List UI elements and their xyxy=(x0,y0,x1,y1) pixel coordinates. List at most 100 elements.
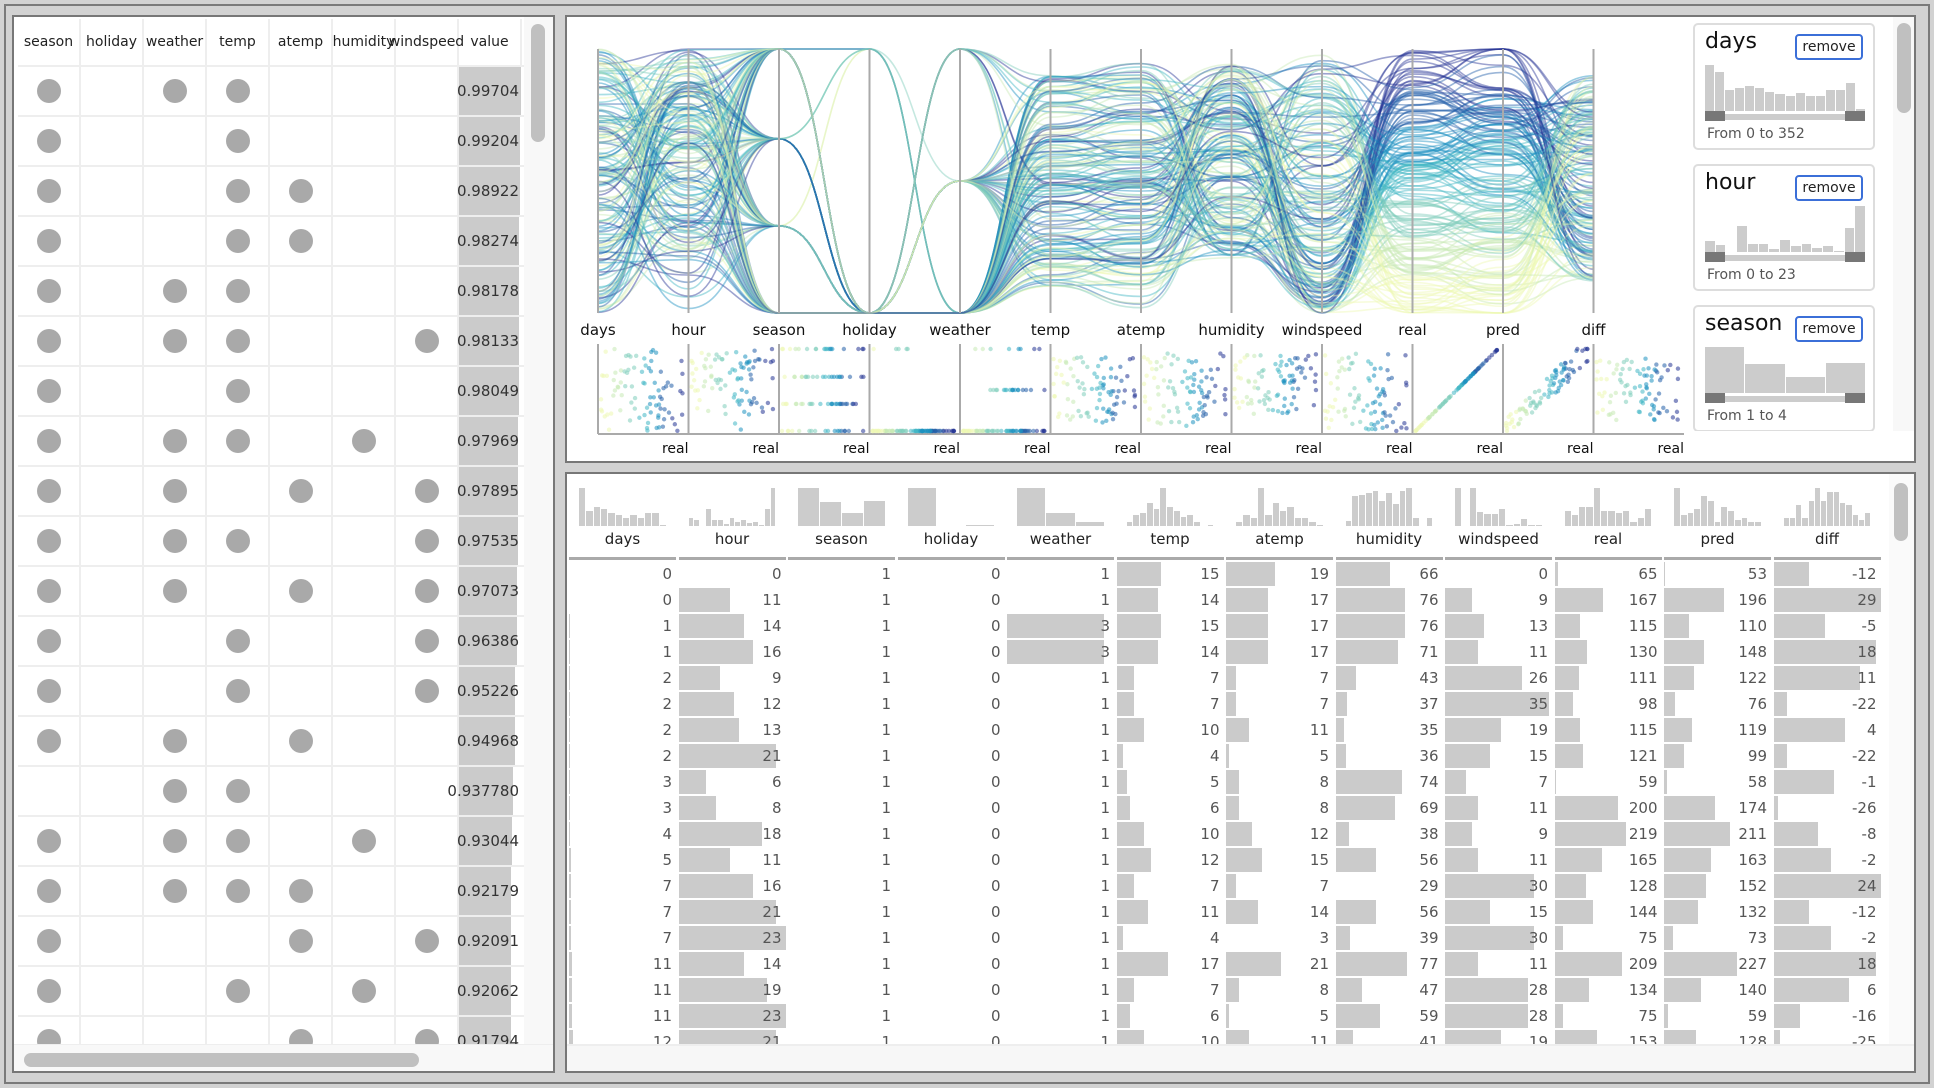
table-row[interactable]: 0.98178 xyxy=(18,265,524,315)
column-header-value[interactable]: value xyxy=(459,19,522,65)
column-header-humidity[interactable]: humidity xyxy=(333,19,396,65)
scrollbar-thumb[interactable] xyxy=(24,1053,419,1067)
vertical-scrollbar[interactable] xyxy=(1889,474,1914,1044)
range-handle-max[interactable] xyxy=(1845,111,1865,121)
range-handle-max[interactable] xyxy=(1845,393,1865,403)
table-row[interactable]: 11 23 1 0 1 6 5 59 28 75 59 -16 xyxy=(569,1004,1885,1030)
column-header-holiday[interactable]: holiday xyxy=(81,19,144,65)
column-header-windspeed[interactable]: windspeed xyxy=(1445,474,1552,560)
range-handle-min[interactable] xyxy=(1705,111,1725,121)
range-slider-track[interactable] xyxy=(1705,255,1865,261)
column-header-holiday[interactable]: holiday xyxy=(897,474,1005,560)
table-row[interactable]: 0.92091 xyxy=(18,915,524,965)
table-row[interactable]: 0.937780 xyxy=(18,765,524,815)
column-header-temp[interactable]: temp xyxy=(1116,474,1224,560)
table-row[interactable]: 11 19 1 0 1 7 8 47 28 134 140 6 xyxy=(569,978,1885,1004)
score-value: 0.91794 xyxy=(456,1032,519,1044)
remove-filter-button[interactable]: remove xyxy=(1795,175,1863,201)
scatter-point xyxy=(1065,396,1071,402)
table-row[interactable]: 7 16 1 0 1 7 7 29 30 128 152 24 xyxy=(569,874,1885,900)
table-row[interactable]: 2 12 1 0 1 7 7 37 35 98 76 -22 xyxy=(569,692,1885,718)
range-slider-track[interactable] xyxy=(1705,396,1865,402)
record-line xyxy=(597,48,1594,314)
table-row[interactable]: 0 11 1 0 1 14 17 76 9 167 196 29 xyxy=(569,588,1885,614)
range-handle-min[interactable] xyxy=(1705,393,1725,403)
histogram-bar xyxy=(1852,515,1858,526)
remove-filter-button[interactable]: remove xyxy=(1795,316,1863,342)
column-header-atemp[interactable]: atemp xyxy=(1226,474,1333,560)
table-row[interactable]: 3 6 1 0 1 5 8 74 7 59 58 -1 xyxy=(569,770,1885,796)
column-header-weather[interactable]: weather xyxy=(144,19,207,65)
table-row[interactable]: 2 9 1 0 1 7 7 43 26 111 122 11 xyxy=(569,666,1885,692)
column-header-windspeed[interactable]: windspeed xyxy=(389,19,464,65)
filter-scrollbar[interactable] xyxy=(1893,17,1914,431)
table-row[interactable]: 12 21 1 0 1 10 11 41 19 153 128 -25 xyxy=(569,1030,1885,1044)
range-handle-max[interactable] xyxy=(1845,252,1865,262)
column-header-real[interactable]: real xyxy=(1554,474,1662,560)
scrollbar-thumb[interactable] xyxy=(1894,483,1908,541)
column-header-days[interactable]: days xyxy=(569,474,676,560)
scatter-point xyxy=(619,393,624,398)
scatter-point xyxy=(1654,362,1659,367)
cell-season: 1 xyxy=(788,978,895,1002)
scatter-point xyxy=(789,428,795,434)
column-header-season[interactable]: season xyxy=(18,19,81,65)
column-header-season[interactable]: season xyxy=(788,474,895,560)
column-header-hour[interactable]: hour xyxy=(678,474,786,560)
table-row[interactable]: 0.98133 xyxy=(18,315,524,365)
column-header-atemp[interactable]: atemp xyxy=(270,19,333,65)
scatter-point xyxy=(691,378,697,383)
table-row[interactable]: 0.98922 xyxy=(18,165,524,215)
range-handle-min[interactable] xyxy=(1705,252,1725,262)
table-row[interactable]: 0.99704 xyxy=(18,65,524,115)
vertical-scrollbar[interactable] xyxy=(524,17,553,1044)
table-row[interactable]: 0.91794 xyxy=(18,1015,524,1044)
cell-temp: 14 xyxy=(1116,640,1224,664)
value-bar xyxy=(1116,770,1127,794)
table-row[interactable]: 0.98049 xyxy=(18,365,524,415)
value-bar xyxy=(1226,640,1269,664)
column-header-temp[interactable]: temp xyxy=(207,19,270,65)
table-row[interactable]: 0 0 1 0 1 15 19 66 0 65 53 -12 xyxy=(569,562,1885,588)
table-row[interactable]: 1 16 1 0 3 14 17 71 11 130 148 18 xyxy=(569,640,1885,666)
scatter-point xyxy=(703,366,708,371)
table-row[interactable]: 7 21 1 0 1 11 14 56 15 144 132 -12 xyxy=(569,900,1885,926)
parallel-coordinates-plot[interactable]: days hour season holiday weather temp atemp hum… xyxy=(567,17,1692,463)
table-row[interactable]: 3 8 1 0 1 6 8 69 11 200 174 -26 xyxy=(569,796,1885,822)
column-header-weather[interactable]: weather xyxy=(1007,474,1114,560)
cell-season: 1 xyxy=(788,822,895,846)
table-row[interactable]: 0.95226 xyxy=(18,665,524,715)
remove-filter-button[interactable]: remove xyxy=(1795,34,1863,60)
table-row[interactable]: 0.92062 xyxy=(18,965,524,1015)
parallel-coordinates-panel: days hour season holiday weather temp atemp hum… xyxy=(565,15,1916,463)
cell-value: 1 xyxy=(1100,669,1110,687)
scatter-point xyxy=(1194,413,1199,418)
horizontal-scrollbar[interactable] xyxy=(14,1044,553,1071)
scatter-point xyxy=(999,428,1004,434)
table-row[interactable]: 0.98274 xyxy=(18,215,524,265)
table-row[interactable]: 7 23 1 0 1 4 3 39 30 75 73 -2 xyxy=(569,926,1885,952)
cell-weather: 1 xyxy=(1007,978,1114,1002)
table-row[interactable]: 0.96386 xyxy=(18,615,524,665)
table-row[interactable]: 0.93044 xyxy=(18,815,524,865)
table-row[interactable]: 5 11 1 0 1 12 15 56 11 165 163 -2 xyxy=(569,848,1885,874)
table-row[interactable]: 0.94968 xyxy=(18,715,524,765)
table-row[interactable]: 0.97969 xyxy=(18,415,524,465)
table-row[interactable]: 0.97535 xyxy=(18,515,524,565)
scrollbar-thumb[interactable] xyxy=(531,24,545,142)
column-header-humidity[interactable]: humidity xyxy=(1335,474,1443,560)
table-row[interactable]: 0.97895 xyxy=(18,465,524,515)
histogram-bar xyxy=(1535,525,1542,526)
table-row[interactable]: 0.99204 xyxy=(18,115,524,165)
table-row[interactable]: 4 18 1 0 1 10 12 38 9 219 211 -8 xyxy=(569,822,1885,848)
table-row[interactable]: 2 21 1 0 1 4 5 36 15 121 99 -22 xyxy=(569,744,1885,770)
table-row[interactable]: 11 14 1 0 1 17 21 77 11 209 227 18 xyxy=(569,952,1885,978)
scrollbar-thumb[interactable] xyxy=(1897,23,1911,113)
column-header-pred[interactable]: pred xyxy=(1664,474,1771,560)
range-slider-track[interactable] xyxy=(1705,114,1865,120)
table-row[interactable]: 1 14 1 0 3 15 17 76 13 115 110 -5 xyxy=(569,614,1885,640)
table-row[interactable]: 0.97073 xyxy=(18,565,524,615)
table-row[interactable]: 0.92179 xyxy=(18,865,524,915)
table-row[interactable]: 2 13 1 0 1 10 11 35 19 115 119 4 xyxy=(569,718,1885,744)
column-header-diff[interactable]: diff xyxy=(1773,474,1881,560)
